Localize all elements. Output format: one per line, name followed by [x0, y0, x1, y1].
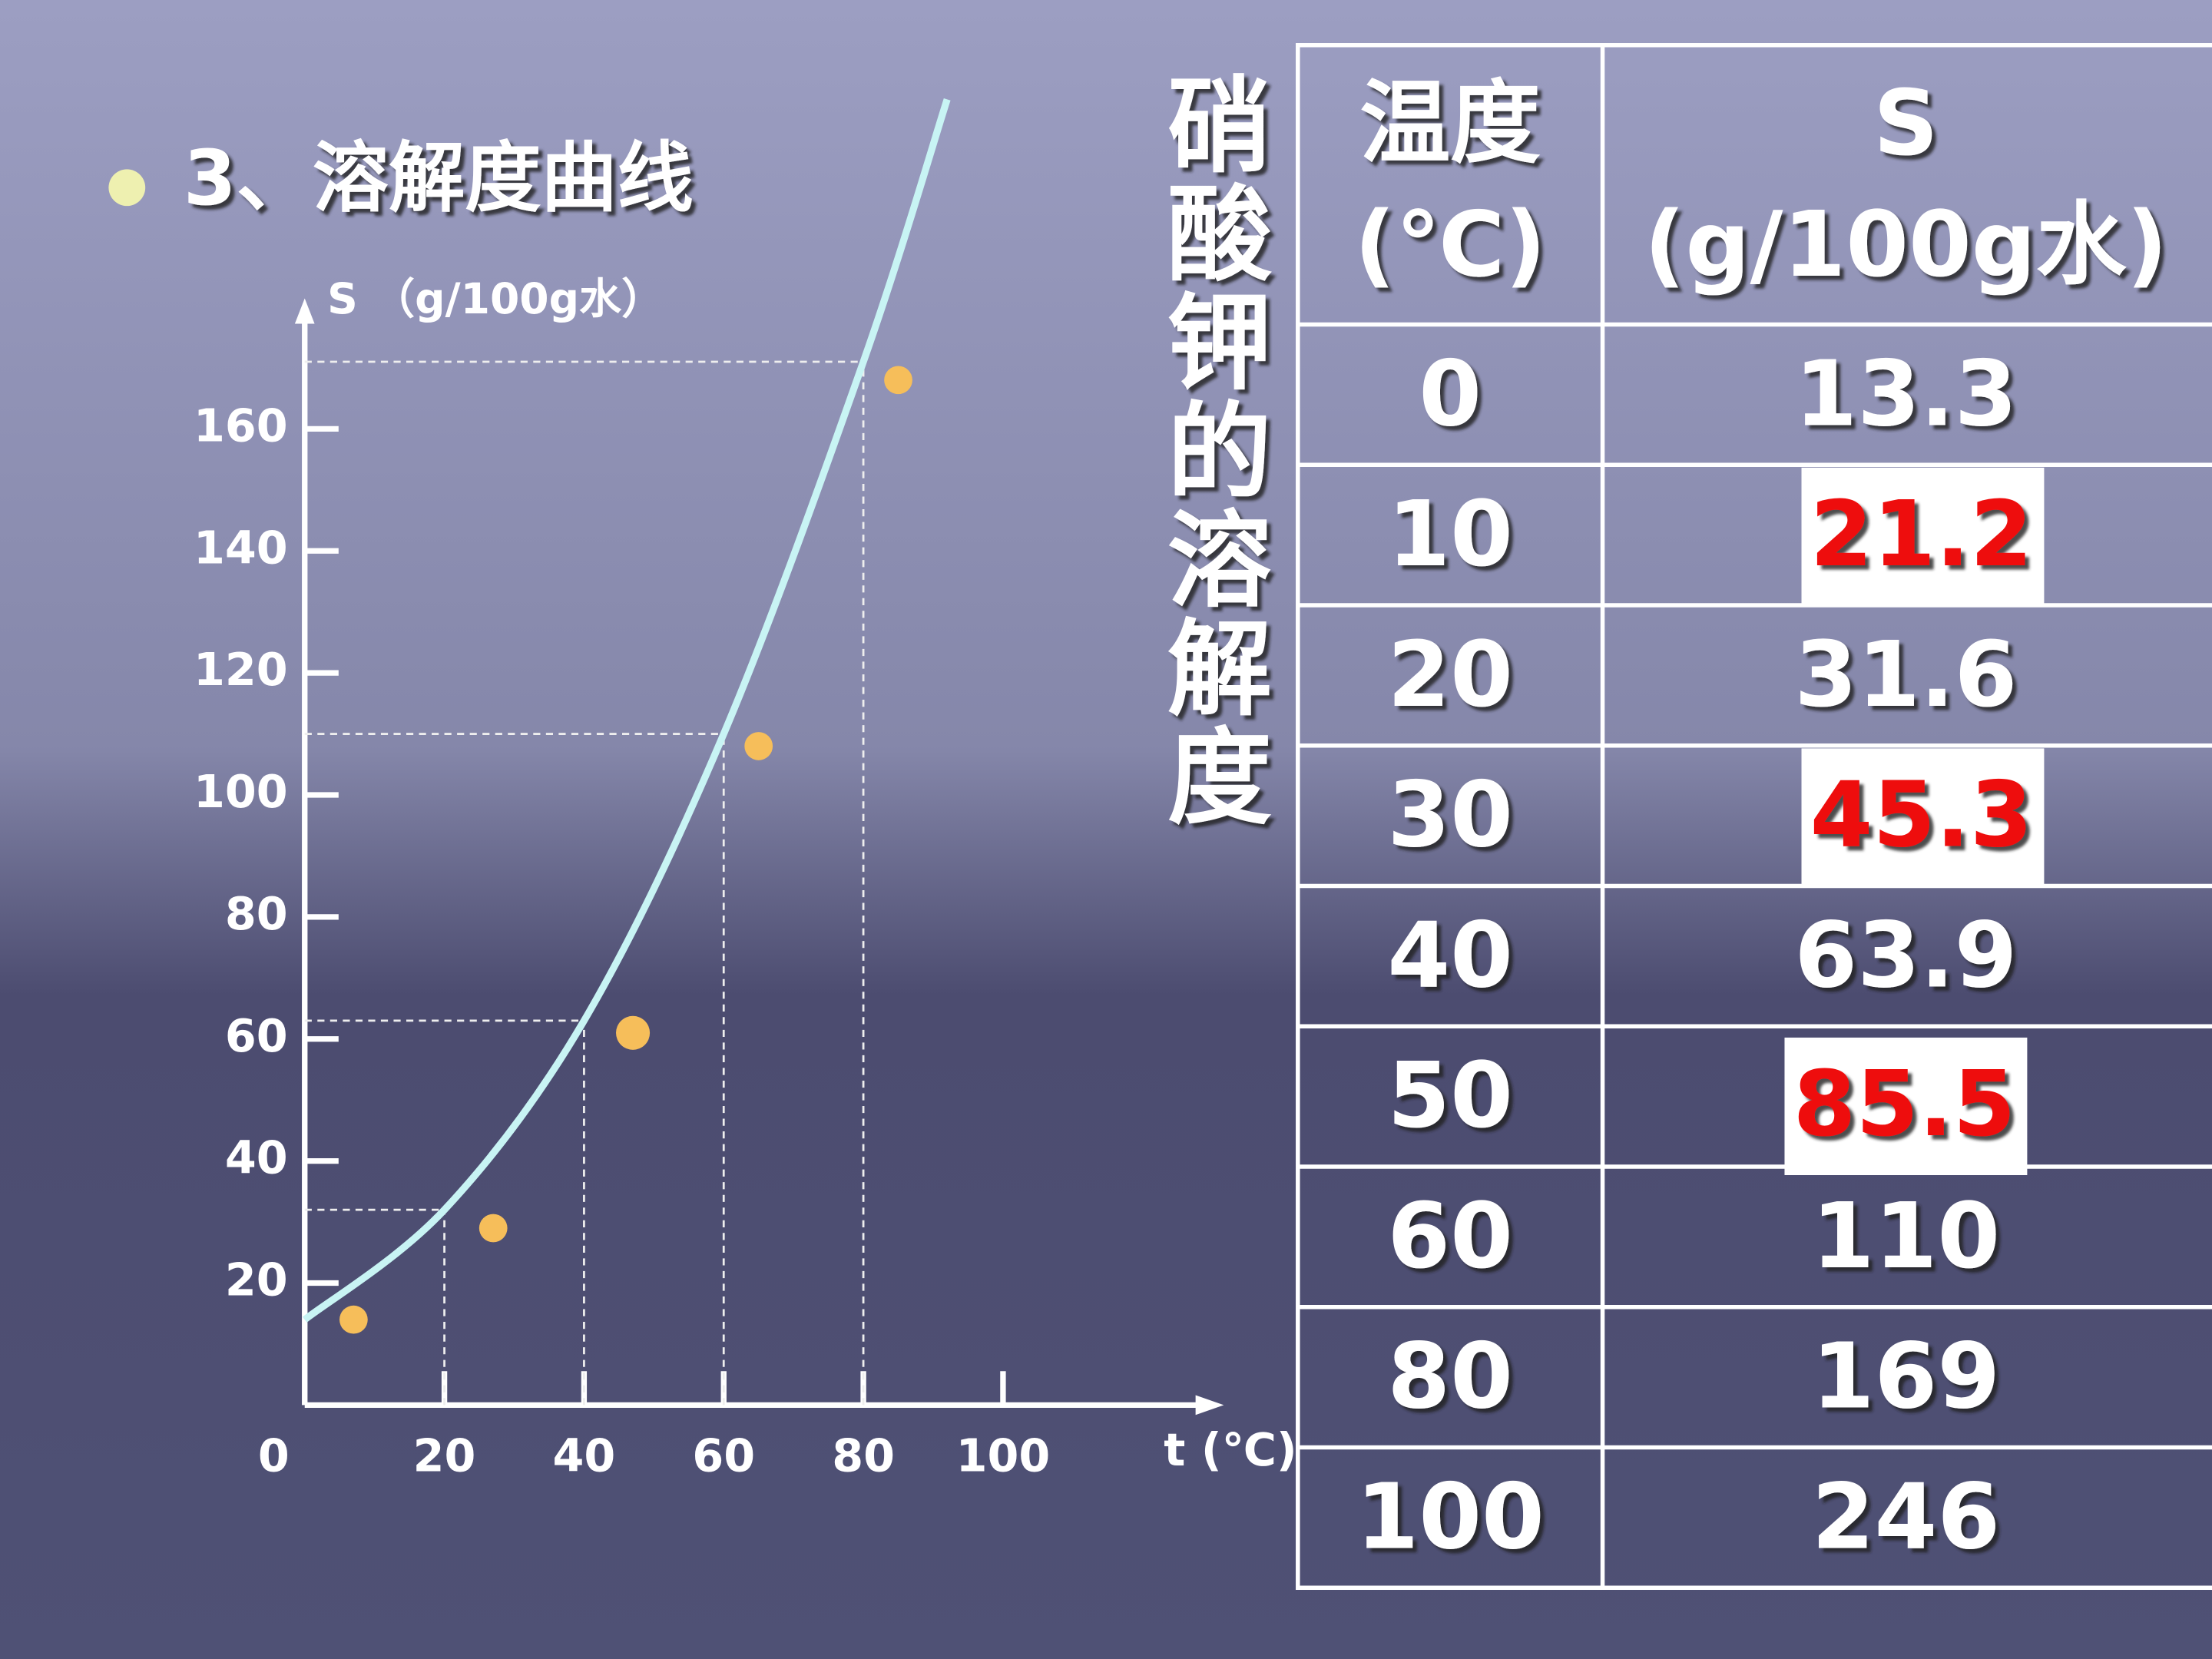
solubility-cell: 169: [1812, 1324, 2000, 1429]
temperature-cell: 20: [1387, 622, 1513, 727]
solubility-cell: 63.9: [1794, 902, 2017, 1008]
temperature-cell: 10: [1387, 482, 1513, 587]
table: 温度 (℃) S (g/100g水) 0 13.3 10 21.2 20 31.6 30 45.3 40…: [1296, 43, 2212, 1590]
x-tick-label: 20: [413, 1429, 476, 1482]
side-title: 硝酸钾的溶解度: [1149, 71, 1272, 831]
temperature-cell: 80: [1387, 1324, 1513, 1429]
highlight-box: [1801, 748, 2045, 886]
x-tick-label: 40: [553, 1429, 616, 1482]
header-cell: 温度: [1360, 71, 1541, 176]
point: [339, 1305, 368, 1334]
solubility-cell: 85.5: [1793, 1051, 2016, 1157]
x-tick-label: 80: [832, 1429, 895, 1482]
header-cell: S: [1873, 71, 1939, 176]
x-tick-label: 100: [956, 1429, 1051, 1482]
point: [616, 1015, 651, 1050]
highlight-box: [1784, 1037, 2028, 1175]
y-axis-arrow: [294, 298, 315, 324]
y-tick-label: 160: [194, 399, 288, 452]
y-tick-label: 120: [194, 643, 288, 696]
y-tick-label: 100: [194, 765, 288, 818]
solubility-cell: 45.3: [1810, 763, 2033, 868]
temperature-cell: 30: [1387, 763, 1513, 868]
solubility-cell: 246: [1812, 1464, 2000, 1569]
highlight-box: [1801, 467, 2045, 605]
point: [478, 1214, 508, 1243]
temperature-cell: 0: [1419, 341, 1482, 446]
y-tick-label: 40: [225, 1131, 288, 1184]
solubility-cell: 31.6: [1794, 622, 2017, 727]
temperature-cell: 50: [1387, 1043, 1513, 1148]
y-tick-label: 140: [194, 521, 288, 574]
header-cell: (g/100g水): [1644, 192, 2168, 297]
x-tick-label: 60: [692, 1429, 755, 1482]
x-axis-label: t (℃): [1164, 1423, 1296, 1476]
point: [744, 732, 773, 760]
solubility-cell: 13.3: [1794, 341, 2017, 446]
temperature-cell: 60: [1387, 1184, 1513, 1289]
point: [884, 366, 912, 395]
chart: 20 40 60 80 100 120 140 160 0 20 40 60 80 100: [194, 98, 1224, 1482]
solubility-cell: 21.2: [1810, 482, 2033, 587]
y-tick-label: 80: [225, 887, 288, 940]
solubility-cell: 110: [1812, 1184, 2000, 1289]
x-tick-label: 0: [258, 1429, 290, 1482]
bullet: [108, 169, 146, 207]
x-axis-arrow: [1195, 1395, 1224, 1416]
header-cell: (℃): [1354, 192, 1546, 297]
y-axis-label: S （g/100g水）: [327, 274, 664, 323]
table-border: [1296, 43, 2212, 1590]
temperature-cell: 100: [1356, 1464, 1544, 1569]
y-tick-label: 60: [225, 1009, 288, 1062]
y-tick-label: 20: [225, 1253, 288, 1306]
curve: [302, 98, 951, 1323]
temperature-cell: 40: [1387, 902, 1513, 1008]
bullet-title: 3、溶解度曲线: [184, 134, 694, 223]
